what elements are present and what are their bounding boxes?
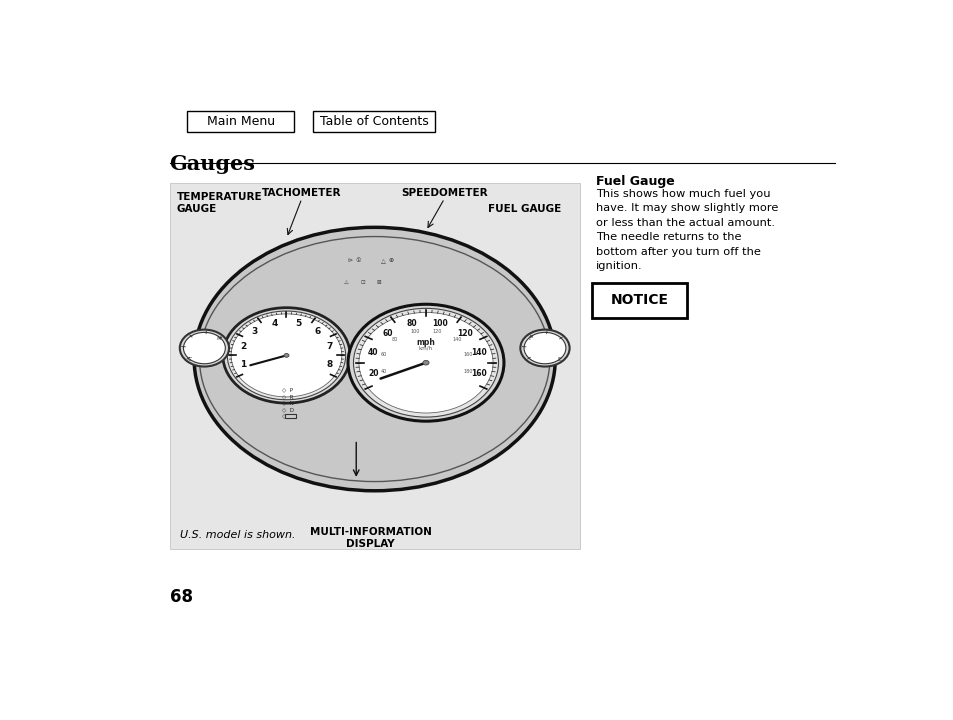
FancyBboxPatch shape xyxy=(592,283,686,318)
Text: C: C xyxy=(187,356,192,361)
Text: 7: 7 xyxy=(326,342,333,351)
Text: TEMPERATURE
GAUGE: TEMPERATURE GAUGE xyxy=(176,192,262,214)
Text: 68: 68 xyxy=(170,588,193,606)
Text: 4: 4 xyxy=(272,319,278,328)
Text: km/h: km/h xyxy=(418,346,433,351)
Text: 5: 5 xyxy=(294,319,301,328)
Text: 140: 140 xyxy=(471,348,486,356)
Text: 120: 120 xyxy=(456,329,472,338)
Text: ⊡: ⊡ xyxy=(359,279,364,284)
FancyBboxPatch shape xyxy=(187,111,294,132)
FancyBboxPatch shape xyxy=(313,111,435,132)
Circle shape xyxy=(231,314,341,397)
Circle shape xyxy=(227,311,345,400)
FancyBboxPatch shape xyxy=(285,413,295,418)
Circle shape xyxy=(179,330,229,366)
Text: 60: 60 xyxy=(382,329,393,338)
Text: ⊕: ⊕ xyxy=(388,258,394,263)
Text: 3: 3 xyxy=(252,328,258,336)
Text: E: E xyxy=(558,356,561,361)
Circle shape xyxy=(354,308,498,417)
Circle shape xyxy=(284,354,289,357)
Text: ⚠: ⚠ xyxy=(343,279,348,284)
Circle shape xyxy=(183,333,225,364)
Text: 20: 20 xyxy=(368,369,378,378)
Text: ⊳: ⊳ xyxy=(347,258,353,263)
Text: ◇  P
◇  R
◇  N
◇  D
◇  S: ◇ P ◇ R ◇ N ◇ D ◇ S xyxy=(282,387,294,418)
Ellipse shape xyxy=(194,228,555,491)
Text: TACHOMETER: TACHOMETER xyxy=(262,189,341,199)
Text: Fuel Gauge: Fuel Gauge xyxy=(596,175,674,188)
Text: 60: 60 xyxy=(380,352,387,356)
Text: Table of Contents: Table of Contents xyxy=(319,114,428,128)
Circle shape xyxy=(358,312,493,413)
Text: 140: 140 xyxy=(452,337,461,342)
Text: 160: 160 xyxy=(471,369,486,378)
Text: SPEEDOMETER: SPEEDOMETER xyxy=(401,189,487,199)
Text: 40: 40 xyxy=(380,369,387,374)
Text: MULTI-INFORMATION
DISPLAY: MULTI-INFORMATION DISPLAY xyxy=(310,527,431,549)
Circle shape xyxy=(422,361,429,365)
Text: FUEL GAUGE: FUEL GAUGE xyxy=(488,204,560,214)
Text: ⊠: ⊠ xyxy=(376,279,380,284)
Text: Main Menu: Main Menu xyxy=(207,114,274,128)
Text: 160: 160 xyxy=(463,352,473,356)
Text: 1: 1 xyxy=(240,359,246,369)
Text: 8: 8 xyxy=(326,359,333,369)
Text: △: △ xyxy=(380,258,385,263)
Text: Gauges: Gauges xyxy=(170,154,255,174)
Text: F: F xyxy=(528,336,532,341)
Circle shape xyxy=(519,330,569,366)
Text: 100: 100 xyxy=(432,319,448,328)
Text: H: H xyxy=(216,336,221,341)
Text: 100: 100 xyxy=(410,328,419,333)
Circle shape xyxy=(348,305,503,421)
Text: 80: 80 xyxy=(406,319,416,328)
Text: U.S. model is shown.: U.S. model is shown. xyxy=(180,530,295,540)
Text: 80: 80 xyxy=(392,337,397,342)
Circle shape xyxy=(223,307,350,403)
Text: NOTICE: NOTICE xyxy=(610,293,668,307)
Text: 40: 40 xyxy=(368,348,378,356)
Text: This shows how much fuel you
have. It may show slightly more
or less than the ac: This shows how much fuel you have. It ma… xyxy=(596,189,778,271)
Text: 6: 6 xyxy=(314,328,321,336)
Circle shape xyxy=(523,333,565,364)
Text: mph: mph xyxy=(416,338,435,347)
Text: 2: 2 xyxy=(240,342,246,351)
Text: 180: 180 xyxy=(463,369,473,374)
Text: ①: ① xyxy=(355,258,361,263)
FancyBboxPatch shape xyxy=(170,184,579,549)
Text: 120: 120 xyxy=(432,328,441,333)
